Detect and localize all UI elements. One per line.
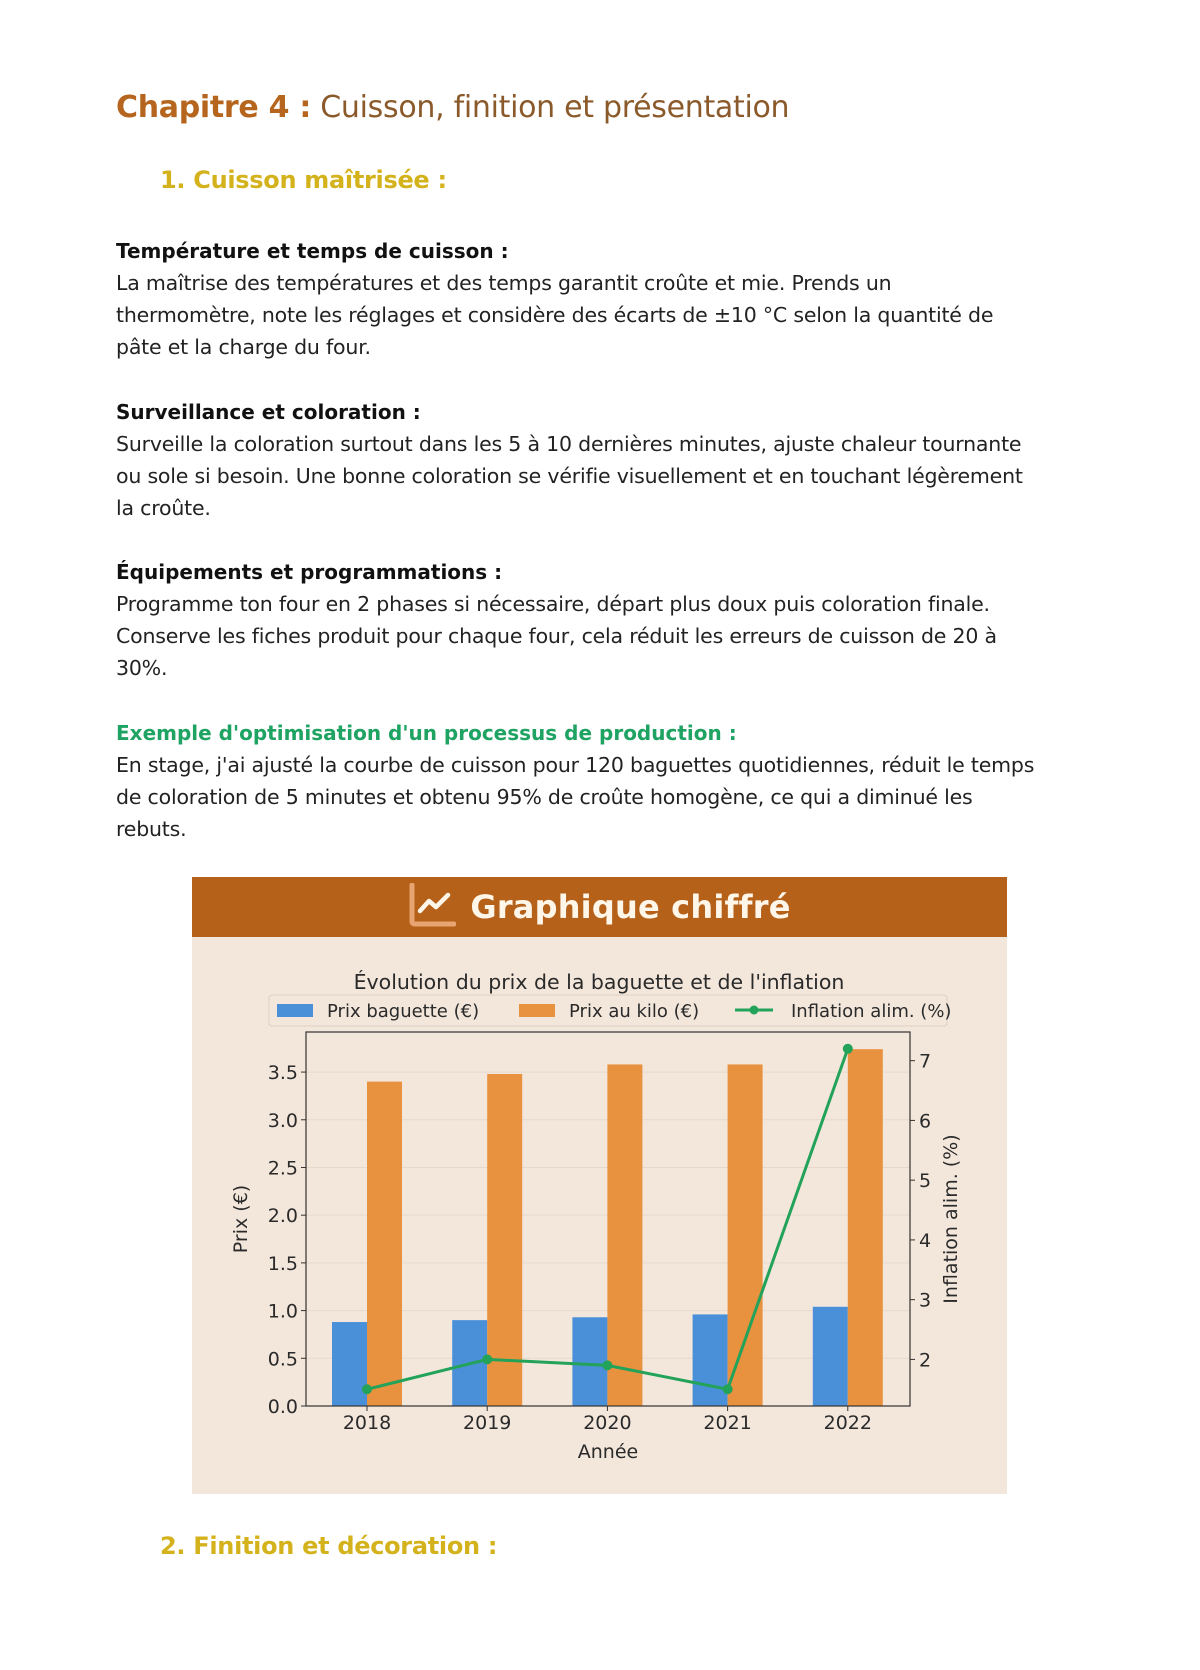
x-axis-label: Année (578, 1441, 638, 1463)
chart-header: Graphique chiffré (192, 877, 1007, 937)
y2-tick-label: 6 (919, 1110, 931, 1132)
y2-tick-label: 2 (919, 1349, 931, 1371)
section-heading-2: 2. Finition et décoration : (160, 1532, 498, 1560)
inflation-point (362, 1384, 372, 1395)
chapter-title: Cuisson, finition et présentation (311, 90, 790, 125)
bar-prix-kilo (607, 1064, 643, 1406)
y-tick-label: 0.5 (268, 1348, 298, 1370)
y2-tick-label: 5 (919, 1170, 931, 1192)
paragraph-line: En stage, j'ai ajusté la courbe de cuiss… (116, 753, 1035, 777)
block-exemple: Exemple d'optimisation d'un processus de… (116, 717, 1086, 845)
y2-axis-label: Inflation alim. (%) (940, 1134, 962, 1303)
y2-tick-label: 7 (919, 1051, 931, 1073)
legend-swatch-marker (749, 1005, 759, 1015)
chart-title: Évolution du prix de la baguette et de l… (354, 969, 845, 994)
bar-prix-baguette (812, 1306, 848, 1406)
bar-prix-kilo (847, 1049, 883, 1406)
chapter-heading: Chapitre 4 : Cuisson, finition et présen… (116, 90, 790, 125)
paragraph-line: Surveille la coloration surtout dans les… (116, 432, 1022, 456)
x-tick-label: 2019 (463, 1412, 511, 1434)
paragraph-line: 30%. (116, 656, 168, 680)
chart-svg: 0.0 0.5 1.0 1.5 2.0 2.5 3.0 3.5 2 3 4 5 6 7 2018 2019 20… (230, 969, 962, 1463)
block-equipements: Équipements et programmations : Programm… (116, 556, 1086, 684)
block-title: Équipements et programmations : (116, 560, 503, 584)
block-title: Exemple d'optimisation d'un processus de… (116, 721, 737, 745)
block-temperature: Température et temps de cuisson : La maî… (116, 235, 1086, 363)
x-tick-label: 2021 (703, 1412, 751, 1434)
y-axis-label: Prix (€) (230, 1185, 252, 1253)
x-tick-label: 2020 (583, 1412, 631, 1434)
x-tick-label: 2018 (343, 1412, 391, 1434)
inflation-point (482, 1354, 493, 1365)
paragraph-line: ou sole si besoin. Une bonne coloration … (116, 464, 1023, 488)
paragraph-line: de coloration de 5 minutes et obtenu 95%… (116, 785, 973, 809)
legend-swatch (519, 1004, 555, 1017)
bar-prix-baguette (332, 1322, 367, 1406)
y-tick-label: 3.5 (268, 1062, 298, 1084)
line-chart-icon (408, 882, 457, 931)
paragraph-line: Conserve les fiches produit pour chaque … (116, 624, 997, 648)
plot-frame (305, 1031, 911, 1407)
y-tick-label: 3.0 (268, 1110, 298, 1132)
y-tick-label: 0.0 (268, 1396, 298, 1418)
chapter-prefix: Chapitre 4 : (116, 90, 312, 125)
inflation-point (722, 1384, 733, 1395)
legend-label: Prix au kilo (€) (569, 1001, 699, 1022)
inflation-point (602, 1360, 613, 1371)
paragraph-line: rebuts. (116, 817, 187, 841)
bar-prix-baguette (692, 1314, 728, 1406)
y-tick-label: 2.5 (268, 1157, 298, 1179)
y2-tick-label: 3 (919, 1290, 931, 1312)
bar-prix-kilo (367, 1081, 402, 1406)
bar-prix-kilo (727, 1064, 763, 1406)
chart-header-label: Graphique chiffré (470, 888, 791, 926)
bar-prix-kilo (487, 1073, 523, 1406)
block-title: Surveillance et coloration : (116, 400, 421, 424)
x-tick-label: 2022 (824, 1412, 872, 1434)
paragraph-line: Programme ton four en 2 phases si nécess… (116, 592, 990, 616)
legend-box (268, 994, 948, 1027)
bar-prix-baguette (572, 1317, 608, 1406)
inflation-point (842, 1043, 853, 1054)
legend-swatch (277, 1004, 313, 1017)
block-surveillance: Surveillance et coloration : Surveille l… (116, 396, 1086, 524)
block-title: Température et temps de cuisson : (116, 239, 509, 263)
legend-label: Prix baguette (€) (327, 1001, 479, 1022)
paragraph-line: la croûte. (116, 496, 211, 520)
y-tick-label: 1.5 (268, 1253, 298, 1275)
paragraph-line: pâte et la charge du four. (116, 335, 371, 359)
y2-tick-label: 4 (919, 1230, 931, 1252)
section-heading-1: 1. Cuisson maîtrisée : (160, 166, 447, 194)
y-tick-label: 2.0 (268, 1205, 298, 1227)
legend-label: Inflation alim. (%) (791, 1001, 951, 1022)
paragraph-line: La maîtrise des températures et des temp… (116, 271, 892, 295)
paragraph-line: thermomètre, note les réglages et consid… (116, 303, 994, 327)
chart-card: Graphique chiffré 0.0 0.5 1.0 1.5 2.0 2.5 3.0 3… (192, 877, 1007, 1494)
y-tick-label: 1.0 (268, 1301, 298, 1323)
